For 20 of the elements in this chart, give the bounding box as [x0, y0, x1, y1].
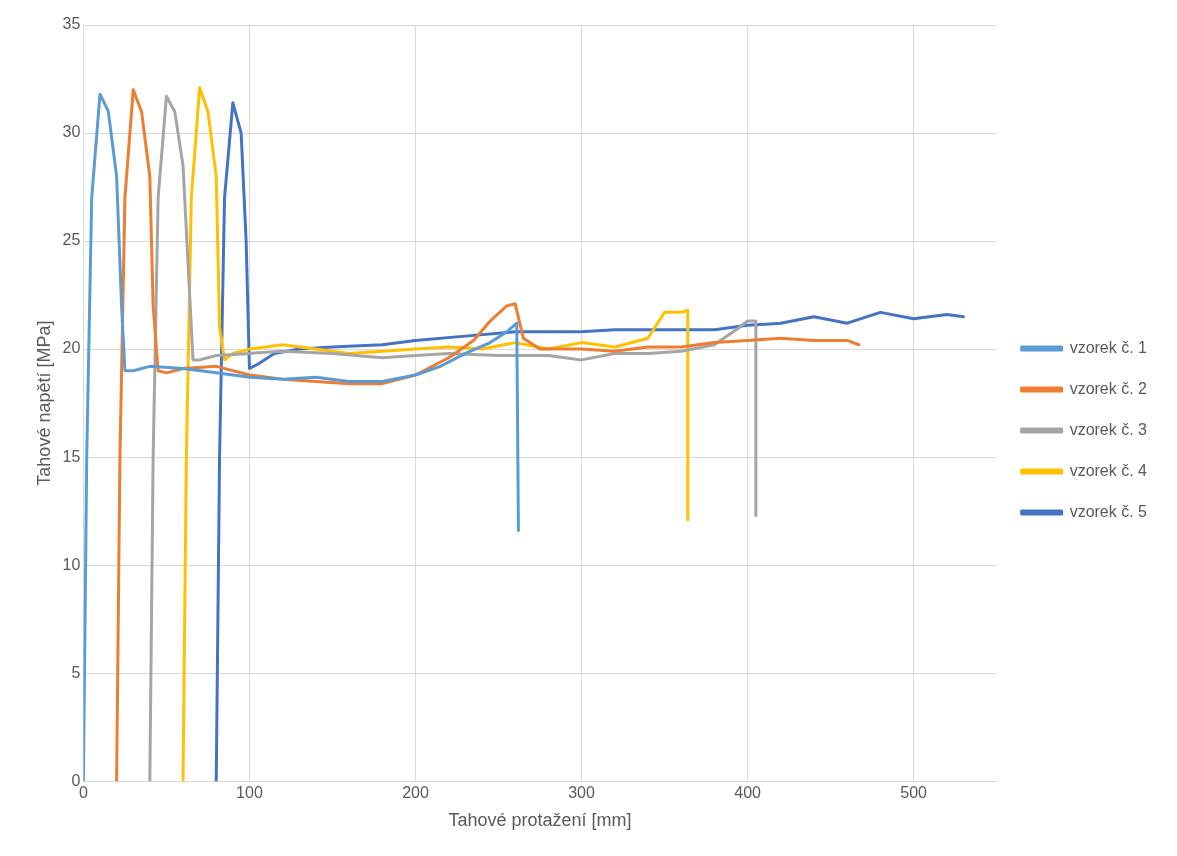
y-tick-label: 15	[62, 447, 81, 465]
y-tick-label: 35	[62, 15, 81, 33]
y-tick-label: 25	[62, 231, 81, 249]
y-tick-label: 10	[62, 555, 81, 573]
y-axis-title: Tahové napětí [MPa]	[33, 320, 54, 486]
legend-label: vzorek č. 1	[1069, 338, 1148, 356]
legend-label: vzorek č. 5	[1069, 502, 1148, 520]
legend-label: vzorek č. 2	[1069, 379, 1148, 397]
x-axis-title: Tahové protažení [mm]	[448, 810, 632, 831]
x-tick-label: 500	[900, 784, 928, 802]
x-tick-label: 400	[734, 784, 762, 802]
x-tick-label: 100	[236, 784, 263, 802]
x-tick-label: 300	[568, 784, 595, 802]
y-tick-label: 30	[62, 123, 81, 141]
x-tick-label: 200	[402, 784, 429, 802]
y-tick-label: 0	[71, 771, 81, 789]
legend-label: vzorek č. 4	[1069, 461, 1148, 479]
y-tick-label: 20	[62, 339, 81, 357]
y-tick-label: 5	[71, 663, 81, 681]
legend-label: vzorek č. 3	[1069, 420, 1148, 438]
